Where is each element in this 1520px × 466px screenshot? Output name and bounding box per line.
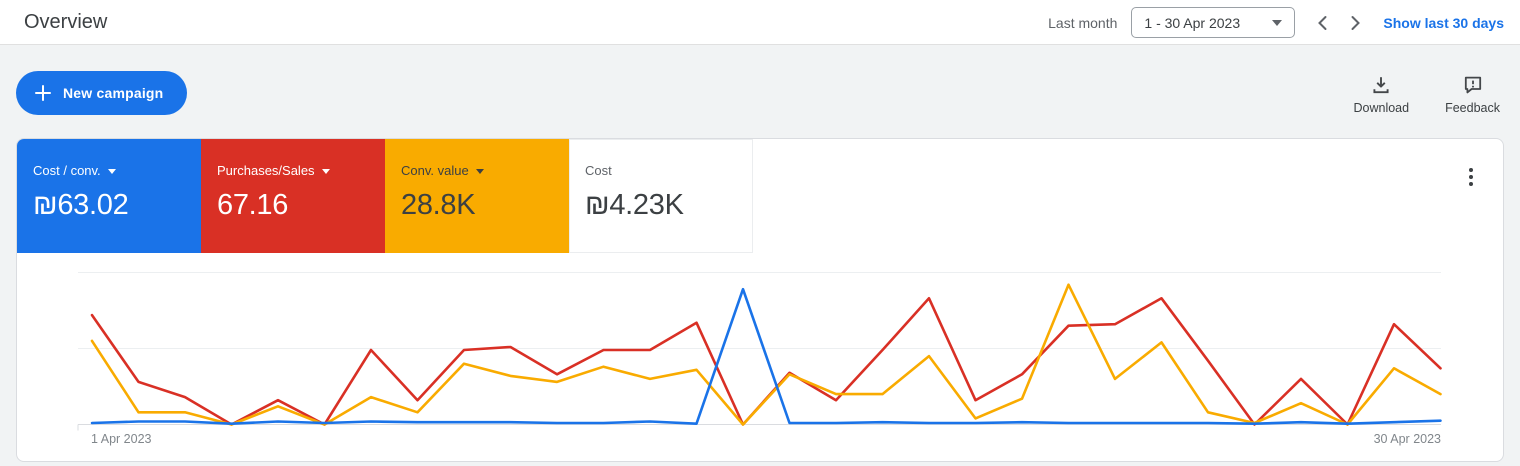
scorecard-label: Cost / conv. — [33, 163, 101, 178]
chart-series-layer — [90, 283, 1442, 426]
scorecard-value: ₪63.02 — [33, 189, 129, 221]
scorecards-row: Cost / conv. ₪63.02 Purchases/Sales 67.1… — [17, 139, 1503, 253]
scorecard-conv-value[interactable]: Conv. value 28.8K — [385, 139, 569, 253]
overview-summary-panel: Cost / conv. ₪63.02 Purchases/Sales 67.1… — [16, 138, 1504, 462]
feedback-icon — [1464, 76, 1481, 94]
date-range-label: Last month — [1048, 14, 1118, 31]
scorecard-value: ₪4.23K — [585, 189, 684, 221]
kebab-menu-icon — [1469, 168, 1473, 186]
chevron-left-icon — [1318, 15, 1327, 30]
next-period-button[interactable] — [1339, 7, 1371, 39]
scorecard-value: 28.8K — [401, 189, 476, 221]
new-campaign-label: New campaign — [63, 85, 164, 101]
chevron-right-icon — [1351, 15, 1361, 30]
feedback-label: Feedback — [1445, 101, 1500, 115]
dropdown-caret-icon — [321, 169, 330, 174]
x-axis-label-end: 30 Apr 2023 — [1374, 432, 1441, 446]
x-axis-label-start: 1 Apr 2023 — [91, 432, 152, 446]
chart-canvas: 1 Apr 2023 30 Apr 2023 — [77, 272, 1442, 446]
date-range-select[interactable]: 1 - 30 Apr 2023 — [1131, 7, 1296, 38]
chart-line-purchases-sales — [90, 296, 1442, 426]
scorecard-cost-per-conv[interactable]: Cost / conv. ₪63.02 — [17, 139, 201, 253]
feedback-button[interactable]: Feedback — [1445, 74, 1500, 115]
date-range-value: 1 - 30 Apr 2023 — [1144, 14, 1241, 31]
timeseries-chart: 1 Apr 2023 30 Apr 2023 — [17, 253, 1503, 461]
download-icon — [1373, 77, 1389, 94]
scorecard-label: Cost — [585, 163, 612, 178]
download-label: Download — [1353, 101, 1410, 115]
more-options-button[interactable] — [1453, 159, 1489, 195]
new-campaign-button[interactable]: New campaign — [16, 71, 188, 115]
page-title: Overview — [24, 10, 108, 33]
scorecard-cost[interactable]: Cost ₪4.23K — [569, 139, 753, 253]
scorecard-label: Purchases/Sales — [217, 163, 315, 178]
previous-period-button[interactable] — [1307, 7, 1339, 39]
download-button[interactable]: Download — [1353, 74, 1410, 115]
app-header: Overview Last month 1 - 30 Apr 2023 Show… — [0, 0, 1520, 45]
date-controls: Last month 1 - 30 Apr 2023 Show last 30 … — [1048, 0, 1504, 45]
scorecard-purchases-sales[interactable]: Purchases/Sales 67.16 — [201, 139, 385, 253]
dropdown-caret-icon — [107, 169, 116, 174]
scorecard-label: Conv. value — [401, 163, 469, 178]
scorecard-value: 67.16 — [217, 189, 289, 221]
show-last-30-days-link[interactable]: Show last 30 days — [1383, 14, 1504, 31]
panel-actions: Download Feedback — [1353, 74, 1500, 115]
dropdown-caret-icon — [475, 169, 484, 174]
plus-icon — [35, 85, 51, 101]
dropdown-caret-icon — [1272, 19, 1283, 26]
chart-line-cost-per-conv — [90, 287, 1442, 425]
